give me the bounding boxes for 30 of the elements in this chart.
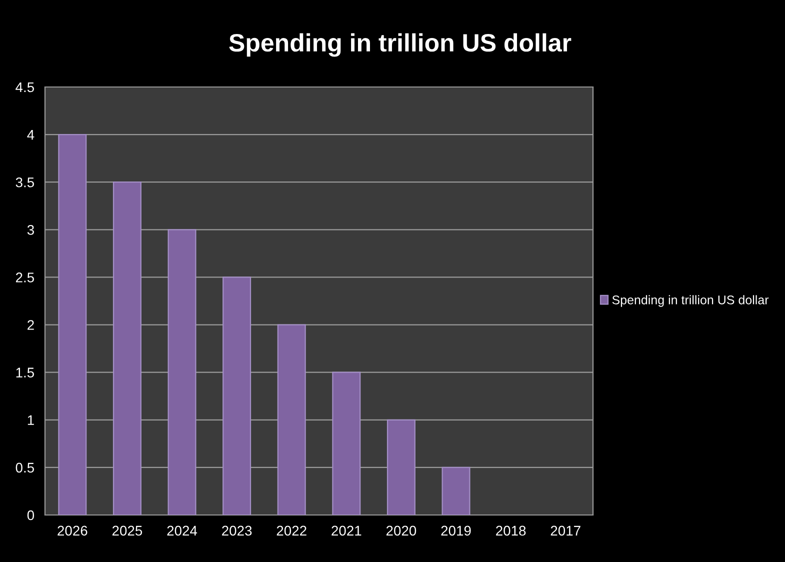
y-tick-label: 2 [28,320,34,330]
x-tick-label: 2017 [550,526,580,536]
x-tick-label: 2022 [276,526,306,536]
bar [222,276,252,515]
x-tick-label: 2026 [58,526,88,536]
y-tick-label: 4 [27,130,34,140]
bar [386,419,416,515]
x-tick-label: 2025 [112,526,142,536]
x-tick-label: 2019 [441,526,471,536]
y-tick-label: 1.5 [16,368,34,378]
x-tick-label: 2018 [496,526,526,536]
y-tick-label: 0.5 [16,462,34,473]
y-tick-label: 1 [28,415,34,425]
x-tick-label: 2021 [332,526,362,536]
y-tick-label: 3.5 [16,177,34,188]
bar [58,134,87,515]
y-tick-label: 3 [27,225,34,235]
x-tick-label: 2020 [386,526,416,536]
legend-label: Spending in trillion US dollar [612,295,769,307]
bar [332,372,361,515]
x-tick-label: 2024 [167,526,198,536]
bar [442,466,470,515]
bar [168,229,196,515]
bar [112,182,142,515]
chart-title: Spending in trillion US dollar [229,33,572,57]
y-tick-label: 4.5 [16,82,34,92]
x-tick-label: 2023 [222,526,252,536]
y-tick-label: 2.5 [16,272,34,282]
bar [277,324,306,515]
y-tick-label: 0 [27,510,34,520]
